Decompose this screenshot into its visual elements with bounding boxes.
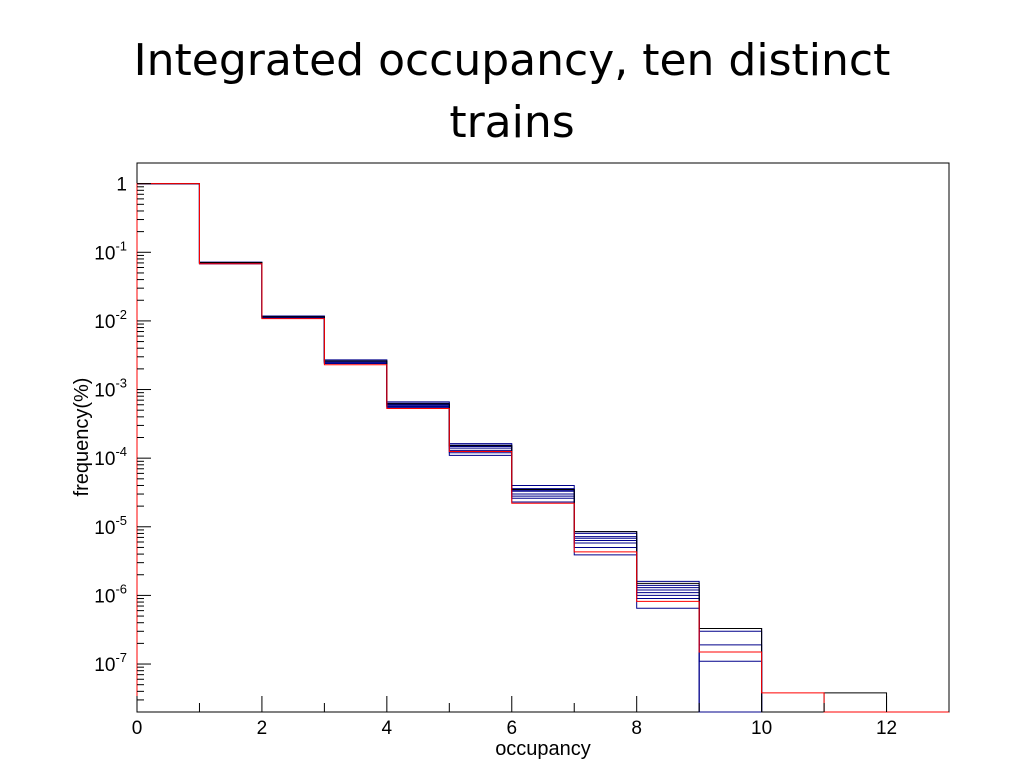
series-line-9 [136, 183, 949, 713]
x-tick-label: 2 [257, 718, 268, 739]
x-tick-label: 6 [506, 718, 517, 739]
y-tick-exponent: -6 [115, 581, 127, 596]
y-tick-exponent: -5 [115, 513, 127, 528]
y-tick-label: 10-3 [94, 376, 127, 402]
y-axis-ticks: 1 10-1 10-2 10-3 10-4 10-5 10-6 10-7 [94, 162, 151, 713]
y-tick-label: 10-4 [94, 444, 127, 470]
series-line-10 [136, 183, 949, 713]
y-tick-exponent: -2 [115, 307, 127, 322]
y-axis-title: frequency(%) [71, 378, 93, 497]
series-layer [136, 183, 949, 713]
y-tick-label: 10-1 [94, 238, 127, 264]
slide-title: Integrated occupancy, ten distinct train… [0, 30, 1024, 154]
y-tick-exponent: -3 [115, 376, 127, 391]
x-axis-title: occupancy [495, 738, 591, 760]
slide-title-line-1: Integrated occupancy, ten distinct [133, 35, 891, 86]
y-tick-label: 10-6 [94, 581, 127, 607]
x-axis-ticks: 0 2 4 6 8 10 12 [132, 696, 950, 739]
y-tick-label: 10-5 [94, 513, 127, 539]
y-tick-exponent: -1 [115, 238, 127, 253]
x-tick-label: 12 [876, 718, 897, 739]
y-tick-label: 1 [116, 175, 127, 196]
y-tick-exponent: -7 [115, 650, 127, 665]
x-tick-label: 0 [132, 718, 143, 739]
x-tick-label: 10 [751, 718, 772, 739]
y-tick-label: 10-2 [94, 307, 127, 333]
x-tick-label: 4 [382, 718, 393, 739]
slide-title-line-2: trains [449, 97, 575, 148]
plot-frame [136, 162, 950, 713]
y-tick-label: 10-7 [94, 650, 127, 676]
x-tick-label: 8 [631, 718, 642, 739]
y-tick-exponent: -4 [115, 444, 127, 459]
